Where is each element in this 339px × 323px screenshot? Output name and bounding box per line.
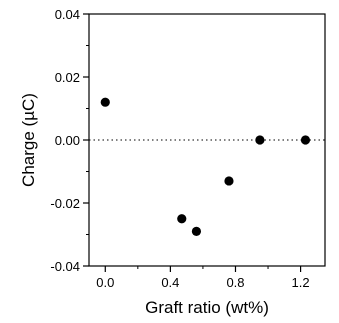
data-point [177, 214, 187, 224]
data-point [300, 135, 311, 145]
y-tick-label: -0.02 [50, 196, 80, 211]
x-tick-label: 0.0 [96, 275, 114, 290]
y-tick-label: 0.00 [55, 133, 80, 148]
y-axis-title: Charge (µC) [19, 93, 38, 187]
plot-area [88, 13, 326, 267]
y-axis-ticks: -0.04 -0.02 0.00 0.02 0.04 [50, 7, 89, 274]
data-points [100, 97, 311, 236]
data-point [191, 226, 202, 236]
x-axis-title: Graft ratio (wt%) [145, 298, 269, 317]
x-tick-label: 1.2 [292, 275, 310, 290]
data-point [255, 135, 265, 145]
data-point [100, 97, 110, 107]
x-tick-label: 0.4 [161, 275, 179, 290]
x-axis-ticks: 0.0 0.4 0.8 1.2 [96, 266, 310, 290]
y-tick-label: 0.02 [55, 70, 80, 85]
y-tick-label: -0.04 [50, 259, 80, 274]
y-tick-label: 0.04 [55, 7, 80, 22]
data-point [224, 176, 234, 186]
x-tick-label: 0.8 [226, 275, 244, 290]
